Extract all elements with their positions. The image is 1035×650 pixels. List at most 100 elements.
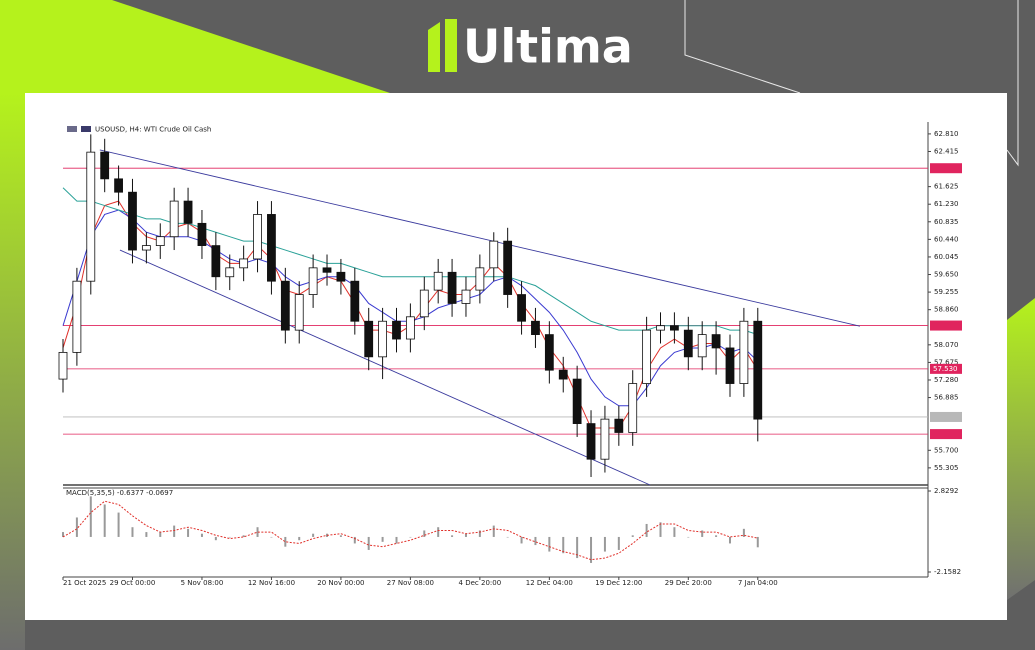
candle-body (642, 329, 652, 384)
macd-bar (75, 517, 78, 537)
accent (0, 93, 25, 650)
level-tag (930, 163, 962, 174)
candle-body (114, 178, 123, 193)
macd-bar (381, 536, 384, 542)
candle-body (725, 347, 735, 384)
macd-bar (534, 536, 537, 546)
y-tick-label: 59.650 (934, 271, 959, 279)
candle-body (155, 236, 165, 246)
accent (1007, 298, 1035, 600)
logo-icon (428, 22, 440, 72)
candle-body (517, 294, 526, 322)
macd-bar (590, 536, 593, 563)
candle-body (322, 267, 332, 273)
macd-bar (242, 535, 245, 537)
macd-bar (298, 536, 301, 541)
y-tick-label: 61.230 (934, 200, 959, 208)
macd-bar (687, 536, 690, 538)
x-tick-label: 19 Dec 12:00 (595, 579, 642, 587)
macd-title: MACD(5,35,5) -0.6377 -0.0697 (66, 489, 173, 497)
y-tick-label: 58.860 (934, 306, 959, 314)
y-tick-label: 59.255 (934, 288, 959, 296)
candle-body (447, 271, 457, 304)
macd-bar (89, 496, 92, 537)
macd-bar (62, 532, 64, 537)
macd-bar (117, 512, 120, 537)
candle-body (697, 334, 707, 358)
moving-average (62, 187, 758, 336)
decor-line (684, 0, 801, 94)
candle-body (683, 329, 693, 358)
y-tick-label: 57.280 (934, 376, 959, 384)
candle-body (58, 351, 68, 380)
y-tick-label: 62.415 (934, 147, 959, 155)
macd-bar (353, 536, 356, 544)
candle-body (656, 325, 665, 331)
logo-icon (445, 19, 457, 72)
candle-body (419, 289, 429, 318)
x-tick-label: 4 Dec 20:00 (459, 579, 502, 587)
macd-bar (409, 536, 412, 538)
macd-bar (715, 535, 718, 537)
y-tick-label: 60.045 (934, 253, 959, 261)
candle-body (475, 267, 485, 291)
candle-body (739, 320, 749, 384)
macd-bar (103, 504, 106, 537)
candle-body (294, 294, 304, 331)
candle-body (711, 334, 721, 349)
brand: Ultima (463, 20, 633, 74)
candle-body (141, 245, 151, 251)
candle-body (572, 378, 582, 424)
x-tick-label: 29 Oct 00:00 (110, 579, 156, 587)
x-tick-label: 20 Nov 00:00 (317, 579, 364, 587)
candle-body (280, 280, 290, 331)
y-tick-label: 61.625 (934, 183, 959, 191)
macd-bar (742, 528, 745, 537)
macd-bar (464, 533, 467, 537)
macd-bar (312, 533, 315, 537)
candle-body (308, 267, 318, 295)
candle-body (72, 280, 82, 353)
candle-body (364, 320, 374, 358)
candle-body (461, 289, 471, 304)
candle-body (544, 334, 554, 371)
candle-body (600, 418, 610, 460)
macd-bar (617, 536, 620, 550)
macd-bar (548, 536, 551, 552)
macd-bar (756, 536, 759, 548)
candle-body (211, 245, 221, 278)
y-tick-label: 57.675 (934, 358, 959, 366)
candle-body (86, 151, 96, 282)
macd-bar (159, 532, 162, 537)
macd-bar (520, 536, 523, 544)
macd-bar (659, 522, 662, 537)
macd-bar (131, 527, 134, 537)
decor-line (1006, 0, 1019, 167)
macd-bar (673, 527, 676, 537)
candle-body (503, 240, 513, 295)
macd-tick-label: 2.8292 (934, 487, 959, 495)
icon (67, 126, 77, 132)
x-tick-label: 5 Nov 08:00 (181, 579, 224, 587)
x-tick-label: 29 Dec 20:00 (665, 579, 712, 587)
candle-body (392, 320, 401, 340)
x-tick-label: 21 Oct 2025 (63, 579, 106, 587)
macd-bar (645, 523, 648, 537)
icon (81, 126, 91, 132)
candle-body (614, 418, 624, 433)
candle-body (378, 320, 387, 358)
y-tick-label: 60.835 (934, 218, 959, 226)
candle-body (253, 214, 262, 260)
candle-body (531, 320, 540, 335)
macd-bar (339, 535, 342, 537)
macd-signal (62, 500, 758, 561)
candle-body (197, 222, 207, 246)
candle-body (128, 191, 137, 251)
candle-body (267, 214, 276, 282)
macd-bar (214, 536, 217, 541)
candle-body (225, 267, 235, 278)
macd-bar (200, 533, 203, 537)
candle-body (753, 320, 763, 420)
